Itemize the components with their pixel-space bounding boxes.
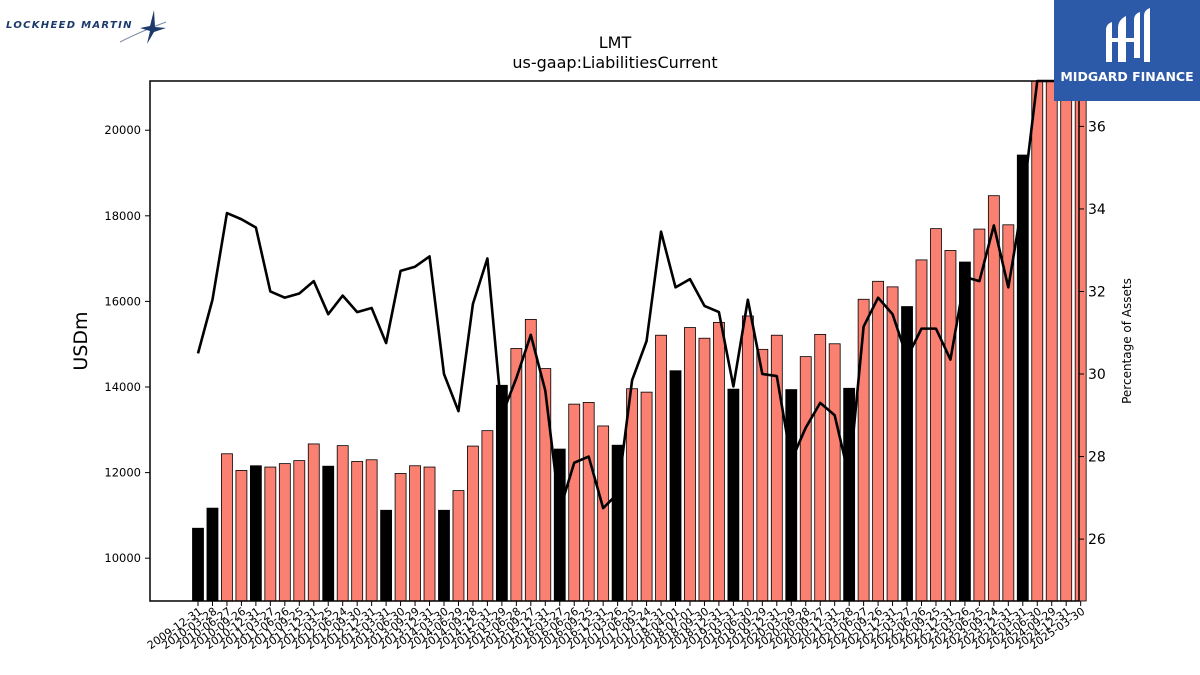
bar-2023-09-24 (987, 195, 1000, 602)
y-tick-label: 12000 (104, 466, 141, 480)
bar-2017-12-31 (655, 334, 667, 602)
bar-2024-09-29 (1045, 80, 1058, 602)
bar-2015-12-31 (539, 368, 552, 602)
bar-2010-03-28 (206, 507, 219, 602)
bar-2022-09-25 (930, 228, 942, 602)
midgard-finance-logo-text: MIDGARD FINANCE (1060, 69, 1194, 84)
plot-frame (149, 80, 1080, 602)
bar-2021-06-27 (857, 298, 870, 602)
y2-axis-label: Percentage of Assets (1120, 278, 1134, 404)
y2-tick-label: 34 (1088, 202, 1106, 218)
bar-2014-06-29 (452, 490, 465, 602)
y2-tick-label: 28 (1088, 450, 1106, 466)
bar-2020-03-29 (785, 389, 798, 602)
bar-2014-03-30 (438, 509, 450, 602)
bar-2011-03-27 (264, 466, 277, 602)
y-axis-right: 26 28 30 32 34 36 (1079, 119, 1106, 548)
bar-2016-12-31 (597, 425, 610, 602)
bars-layer (192, 80, 1087, 602)
bar-2020-06-28 (799, 356, 812, 602)
y2-tick-label: 36 (1088, 119, 1106, 135)
bar-2023-06-25 (973, 228, 986, 602)
bar-2010-12-31 (249, 465, 262, 602)
chart-subtitle: us-gaap:LiabilitiesCurrent (512, 53, 717, 72)
star-icon (119, 10, 167, 44)
bar-2021-03-28 (843, 387, 856, 602)
bar-2020-12-31 (828, 343, 841, 602)
line-layer (196, 79, 1081, 512)
bar-2014-09-28 (467, 445, 479, 602)
bar-2023-03-26 (959, 261, 971, 602)
lockheed-martin-logo-text: LOCKHEED MARTIN (6, 20, 133, 31)
y2-tick-label: 32 (1088, 284, 1106, 300)
bar-2013-09-29 (409, 465, 421, 602)
bar-2022-12-31 (944, 250, 957, 602)
bar-2020-09-27 (814, 333, 827, 602)
chart-title: LMT (599, 33, 632, 52)
bar-2011-12-31 (307, 443, 320, 602)
bar-2012-12-31 (365, 459, 378, 602)
bar-2009-12-31 (192, 527, 204, 602)
bar-2016-06-26 (568, 403, 581, 602)
bar-2014-12-31 (481, 430, 494, 602)
bar-2021-12-31 (886, 286, 899, 602)
midgard-mark-icon (1106, 8, 1150, 62)
bar-2019-03-31 (727, 388, 740, 602)
y-tick-label: 20000 (104, 123, 141, 137)
bar-2016-09-25 (582, 402, 595, 602)
bar-2010-09-26 (235, 470, 248, 602)
bar-2015-09-27 (524, 318, 537, 602)
bar-2011-09-25 (293, 460, 306, 602)
y2-tick-label: 26 (1088, 532, 1106, 548)
y-tick-label: 18000 (104, 209, 141, 223)
midgard-finance-logo: MIDGARD FINANCE (1054, 0, 1200, 101)
bar-2012-06-24 (336, 445, 349, 602)
bar-2019-09-29 (756, 348, 769, 602)
percentage-of-assets-line (196, 79, 1081, 512)
y-tick-label: 14000 (104, 380, 141, 394)
bar-2012-03-25 (322, 465, 335, 602)
y-tick-label: 10000 (104, 551, 141, 565)
y-axis-left: 10000 12000 14000 16000 18000 20000 (104, 123, 150, 565)
x-axis: 2009-12-312010-03-282010-06-272010-09-26… (145, 601, 1087, 652)
bar-2024-12-31 (1060, 80, 1073, 602)
bar-2017-09-24 (640, 391, 653, 602)
bar-2012-09-30 (351, 461, 364, 602)
bar-2019-06-30 (741, 315, 754, 602)
bar-2010-06-27 (221, 453, 233, 602)
y2-tick-label: 30 (1088, 367, 1106, 383)
bar-2021-09-26 (872, 280, 884, 602)
bar-2013-03-31 (380, 509, 393, 602)
y-axis-label: USDm (70, 311, 92, 370)
bar-2018-09-30 (698, 337, 711, 602)
bar-2024-06-30 (1031, 80, 1044, 602)
bar-2018-07-01 (684, 327, 696, 602)
bar-2018-12-31 (713, 321, 725, 602)
bar-2011-06-26 (278, 463, 291, 602)
lockheed-martin-logo: LOCKHEED MARTIN (4, 6, 169, 46)
bar-2025-03-30 (1074, 80, 1087, 602)
bar-2013-06-30 (394, 473, 407, 602)
bar-2013-12-31 (423, 466, 436, 602)
bar-2015-03-29 (495, 384, 508, 602)
bar-2018-04-01 (669, 370, 682, 602)
bar-2022-06-26 (915, 259, 928, 602)
y-tick-label: 16000 (104, 294, 141, 308)
